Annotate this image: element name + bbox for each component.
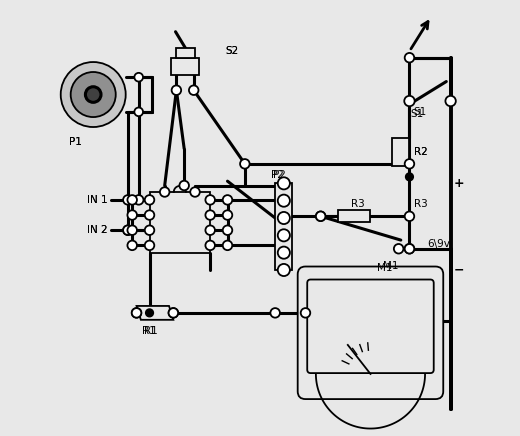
Text: IN 2: IN 2: [87, 225, 107, 235]
Circle shape: [132, 308, 141, 318]
Text: −: −: [454, 263, 464, 276]
Text: M1: M1: [383, 261, 399, 271]
Circle shape: [134, 73, 143, 82]
Circle shape: [223, 225, 232, 235]
FancyBboxPatch shape: [297, 266, 443, 399]
Circle shape: [123, 195, 133, 204]
Text: IC/1: IC/1: [160, 217, 179, 227]
Circle shape: [316, 211, 326, 221]
Circle shape: [71, 72, 116, 117]
Text: R2: R2: [414, 147, 427, 157]
Circle shape: [189, 85, 199, 95]
Text: P1: P1: [69, 137, 82, 147]
Circle shape: [190, 187, 200, 197]
Circle shape: [405, 159, 414, 169]
Text: R1: R1: [142, 326, 156, 336]
Text: IN 1: IN 1: [87, 195, 107, 205]
Circle shape: [205, 195, 215, 204]
Text: R3: R3: [414, 199, 427, 209]
Text: P1: P1: [69, 137, 82, 147]
Circle shape: [179, 181, 189, 190]
Circle shape: [145, 225, 154, 235]
Circle shape: [127, 195, 137, 204]
Circle shape: [205, 241, 215, 250]
Circle shape: [278, 229, 290, 242]
Circle shape: [127, 241, 137, 250]
Circle shape: [223, 195, 232, 204]
Text: P2: P2: [273, 170, 286, 180]
Circle shape: [205, 210, 215, 220]
Circle shape: [278, 247, 290, 259]
Bar: [171, 58, 199, 75]
Circle shape: [168, 308, 178, 318]
Circle shape: [405, 244, 414, 253]
Circle shape: [405, 53, 414, 62]
Text: S1: S1: [411, 109, 424, 119]
Circle shape: [146, 309, 153, 317]
Text: M1: M1: [377, 263, 393, 273]
Circle shape: [160, 187, 170, 197]
Circle shape: [168, 308, 178, 318]
Bar: [275, 184, 292, 270]
Circle shape: [278, 264, 290, 276]
Circle shape: [240, 159, 250, 169]
Circle shape: [223, 210, 232, 220]
Circle shape: [127, 210, 137, 220]
Circle shape: [316, 211, 326, 221]
Circle shape: [61, 62, 126, 127]
Circle shape: [405, 244, 414, 253]
Circle shape: [134, 108, 143, 116]
Circle shape: [278, 194, 290, 207]
Text: R2: R2: [414, 147, 427, 157]
Bar: [392, 138, 409, 166]
Text: S2: S2: [225, 46, 239, 56]
Bar: [338, 210, 370, 222]
Circle shape: [123, 225, 133, 235]
Circle shape: [132, 308, 141, 318]
Text: IN 2: IN 2: [87, 225, 107, 235]
Bar: [150, 192, 210, 252]
Text: R3: R3: [351, 199, 365, 209]
Circle shape: [446, 96, 456, 106]
Text: +: +: [454, 177, 465, 190]
Text: S2: S2: [225, 46, 239, 56]
Circle shape: [404, 96, 414, 106]
Circle shape: [145, 195, 154, 204]
Text: P2: P2: [271, 170, 284, 180]
Text: R1: R1: [144, 326, 158, 336]
Text: S1: S1: [414, 107, 427, 117]
Polygon shape: [137, 306, 173, 320]
Bar: [176, 48, 195, 58]
Circle shape: [127, 225, 137, 235]
Circle shape: [301, 308, 310, 318]
Circle shape: [85, 87, 101, 102]
Circle shape: [123, 225, 133, 235]
Text: IC/1: IC/1: [160, 220, 179, 230]
Circle shape: [394, 244, 404, 253]
Circle shape: [134, 195, 144, 204]
Circle shape: [278, 177, 290, 189]
FancyBboxPatch shape: [307, 279, 434, 373]
Circle shape: [205, 225, 215, 235]
Circle shape: [172, 85, 181, 95]
Circle shape: [278, 212, 290, 224]
Circle shape: [406, 173, 413, 181]
Circle shape: [270, 308, 280, 318]
Circle shape: [145, 210, 154, 220]
Circle shape: [405, 211, 414, 221]
Circle shape: [223, 241, 232, 250]
Circle shape: [145, 241, 154, 250]
Text: 6\9v: 6\9v: [427, 239, 450, 249]
Text: IN 1: IN 1: [87, 195, 107, 205]
